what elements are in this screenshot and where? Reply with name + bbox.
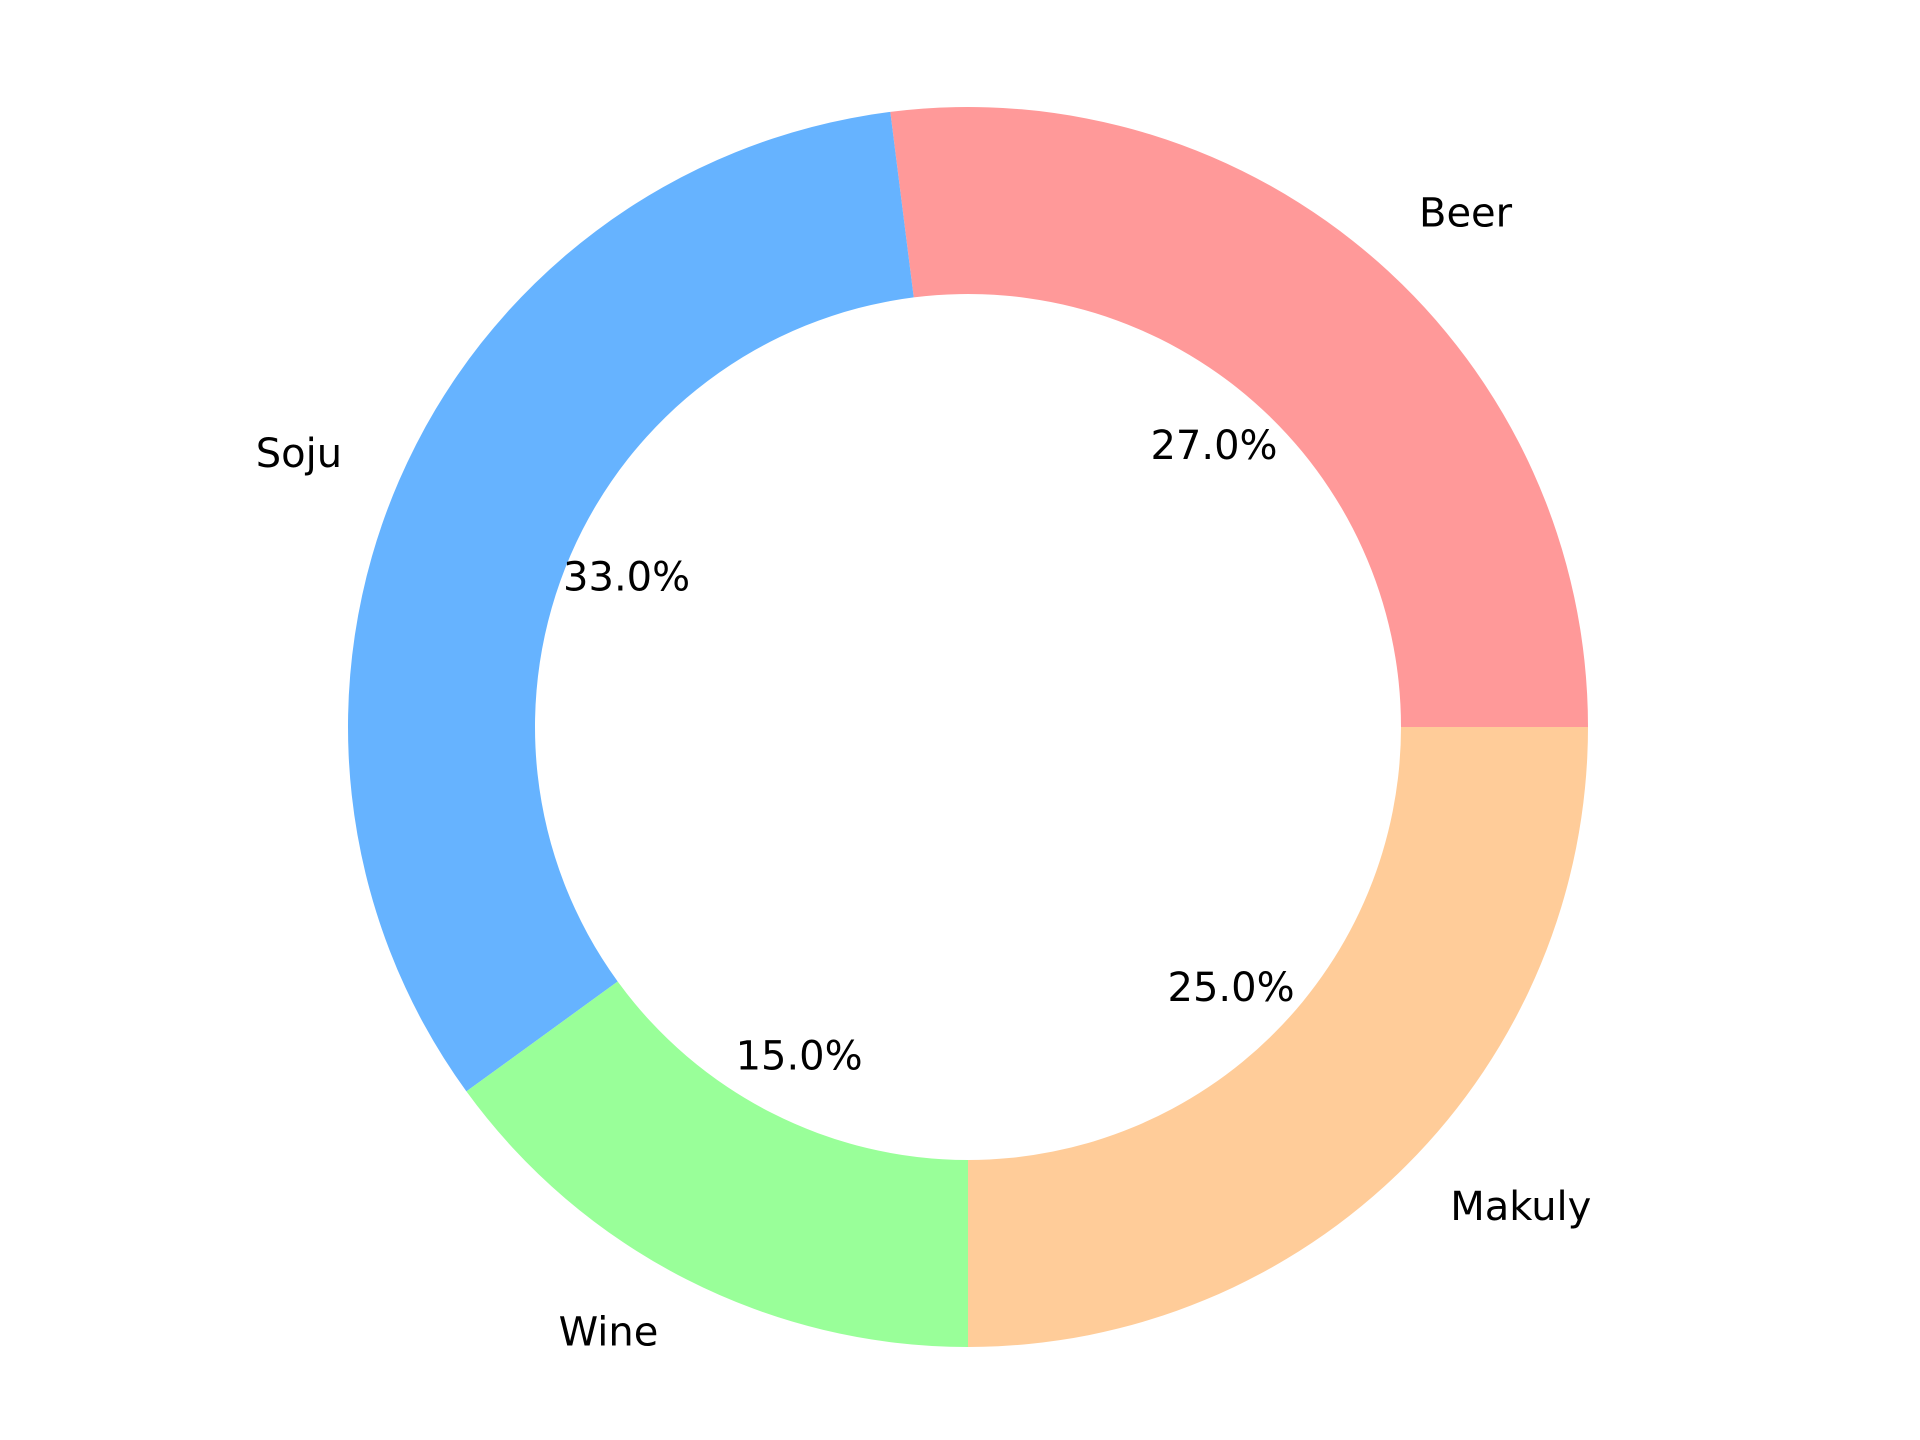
- slice-label-soju: Soju: [256, 431, 342, 477]
- slice-label-beer: Beer: [1419, 190, 1513, 236]
- slice-label-makuly: Makuly: [1450, 1184, 1591, 1230]
- slice-pct-wine: 15.0%: [736, 1033, 863, 1079]
- slice-pct-beer: 27.0%: [1150, 423, 1277, 469]
- slice-soju: [348, 111, 914, 1092]
- slice-makuly: [968, 727, 1588, 1347]
- slice-label-wine: Wine: [559, 1310, 659, 1356]
- slice-beer: [890, 107, 1588, 728]
- slice-wine: [466, 981, 968, 1347]
- slice-pct-makuly: 25.0%: [1168, 965, 1295, 1011]
- slices-layer: [348, 107, 1588, 1347]
- slice-pct-soju: 33.0%: [563, 554, 690, 600]
- labels-layer: Beer 27.0% Soju 33.0% Wine 15.0% Makuly 25.0%: [256, 190, 1592, 1355]
